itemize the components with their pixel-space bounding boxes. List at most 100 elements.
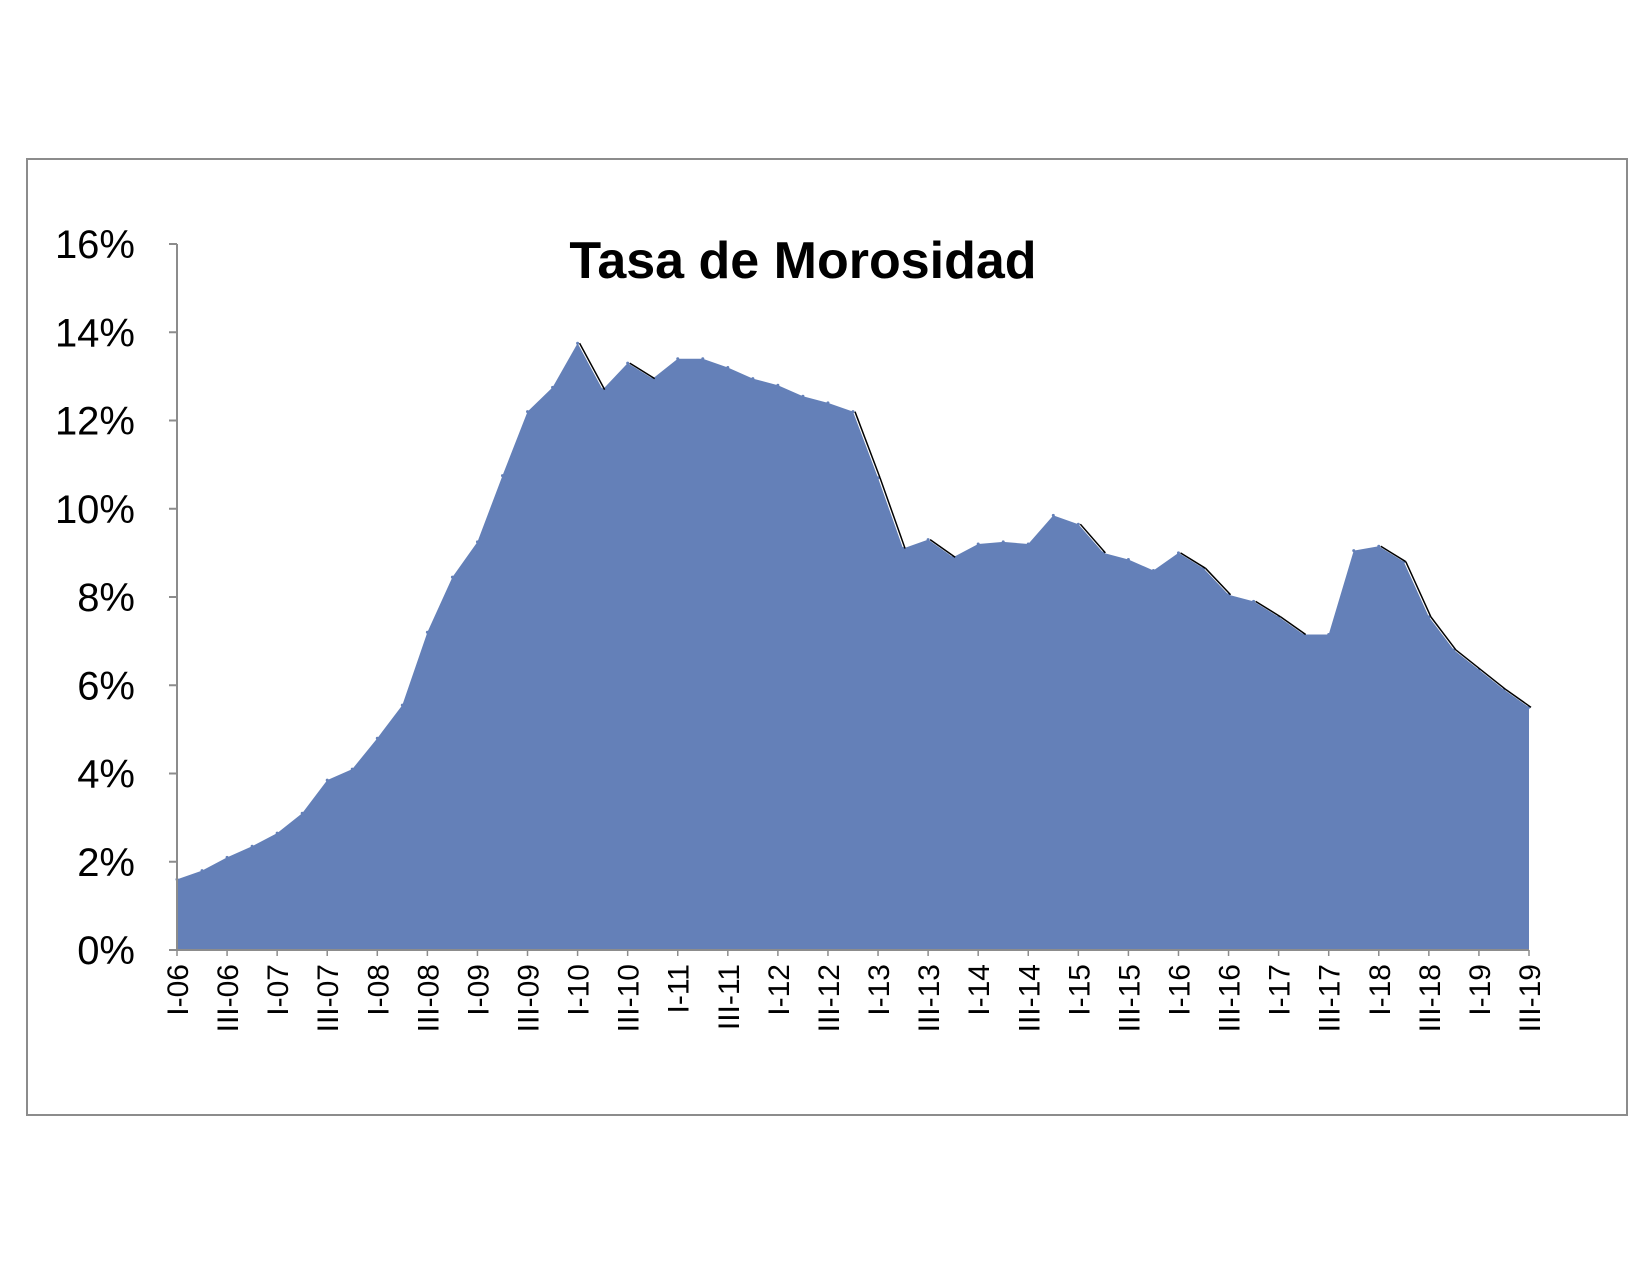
x-tick-label: III-13 — [913, 964, 946, 1032]
x-tick-label: III-11 — [713, 964, 746, 1030]
area-edge-segment — [1505, 689, 1532, 708]
y-tick-label: 14% — [55, 311, 135, 355]
area-edge-segment — [1380, 545, 1407, 563]
data-point-III-06 — [225, 855, 229, 859]
x-tick-label: I-12 — [763, 964, 796, 1016]
data-point-III-18 — [1427, 615, 1431, 619]
data-point-II-11 — [701, 357, 705, 361]
data-point-I-11 — [676, 357, 680, 361]
data-point-I-18 — [1377, 544, 1381, 548]
data-point-III-09 — [526, 410, 530, 414]
chart-frame: Tasa de Morosidad 0% 2% 4% 6% 8% 10% 12% 14% 16%… — [26, 158, 1628, 1116]
data-point-III-15 — [1126, 557, 1130, 561]
x-tick-label: III-17 — [1314, 964, 1347, 1032]
data-point-II-07 — [300, 811, 304, 815]
data-point-I-15 — [1076, 522, 1080, 526]
data-point-III-14 — [1026, 542, 1030, 546]
data-point-I-16 — [1176, 551, 1180, 555]
x-tick-label: I-19 — [1464, 964, 1497, 1016]
data-point-IV-14 — [1051, 513, 1055, 517]
data-point-I-09 — [475, 540, 479, 544]
x-tick-label: I-13 — [863, 964, 896, 1016]
y-tick-label: 12% — [55, 400, 135, 444]
area-edge-segment — [1204, 567, 1232, 596]
data-point-II-09 — [500, 474, 504, 478]
data-point-III-10 — [626, 361, 630, 365]
data-point-III-08 — [425, 630, 429, 634]
area-series-0 — [177, 343, 1529, 950]
data-point-II-13 — [901, 546, 905, 550]
x-tick-label: I-10 — [563, 964, 596, 1016]
data-point-II-12 — [801, 394, 805, 398]
x-tick-label: III-09 — [513, 964, 546, 1032]
data-point-IV-06 — [250, 844, 254, 848]
x-tick-label: III-12 — [813, 964, 846, 1032]
data-point-IV-07 — [350, 767, 354, 771]
x-tick-label: I-14 — [963, 964, 996, 1016]
data-point-I-14 — [976, 542, 980, 546]
x-tick-label: III-10 — [613, 964, 646, 1032]
data-point-IV-08 — [450, 575, 454, 579]
data-point-I-12 — [776, 383, 780, 387]
area-edge-segment — [1455, 649, 1482, 671]
x-tick-label: I-18 — [1364, 964, 1397, 1016]
area-edge-segment — [629, 362, 656, 380]
x-tick-label: I-17 — [1264, 964, 1297, 1016]
area-edge-segment — [578, 342, 606, 390]
area-edge-segment — [854, 411, 881, 479]
y-tick-label: 16% — [55, 223, 135, 267]
data-point-II-06 — [200, 869, 204, 873]
x-tick-label: I-11 — [663, 964, 696, 1013]
area-edge-segment — [1430, 616, 1457, 651]
data-point-IV-17 — [1352, 549, 1356, 553]
x-tick-label: I-07 — [262, 964, 295, 1016]
chart-title: Tasa de Morosidad — [569, 232, 1036, 290]
y-tick-label: 10% — [55, 488, 135, 532]
area-edge-segment — [879, 477, 906, 549]
area-edge-segment — [1255, 600, 1282, 618]
area-edge-segment — [1480, 669, 1507, 691]
data-point-I-13 — [876, 476, 880, 480]
x-tick-label: III-06 — [212, 964, 245, 1032]
axis-layer: 0% 2% 4% 6% 8% 10% 12% 14% 16% I-06 III-06 I-07 III-… — [55, 223, 1547, 1032]
data-point-IV-15 — [1151, 569, 1155, 573]
x-tick-label: III-08 — [412, 964, 445, 1032]
data-point-IV-09 — [551, 385, 555, 389]
area-edge-segment — [1180, 552, 1206, 569]
area-edge-segment — [1405, 561, 1432, 618]
y-tick-label: 4% — [77, 753, 135, 797]
data-point-I-07 — [275, 831, 279, 835]
x-tick-label: III-15 — [1113, 964, 1146, 1032]
x-tick-label: I-15 — [1063, 964, 1096, 1016]
y-tick-label: 0% — [77, 929, 135, 973]
data-point-II-14 — [1001, 540, 1005, 544]
y-tick-label: 2% — [77, 841, 135, 885]
data-point-III-13 — [926, 538, 930, 542]
data-point-I-10 — [576, 341, 580, 345]
x-tick-label: I-09 — [462, 964, 495, 1016]
area-edge-segment — [929, 539, 956, 558]
data-point-III-12 — [826, 401, 830, 405]
area-edge-segment — [1280, 616, 1307, 636]
data-point-II-08 — [400, 703, 404, 707]
x-tick-label: I-08 — [362, 964, 395, 1016]
area-layer — [175, 341, 1532, 950]
data-point-I-08 — [375, 736, 379, 740]
x-tick-label: III-18 — [1414, 964, 1447, 1032]
x-tick-label: III-14 — [1013, 964, 1046, 1032]
x-tick-label: I-16 — [1163, 964, 1196, 1016]
x-tick-label: I-06 — [162, 964, 195, 1016]
data-point-III-17 — [1327, 633, 1331, 637]
x-tick-label: III-16 — [1214, 964, 1247, 1032]
x-tick-label: III-07 — [312, 964, 345, 1032]
x-tick-label: III-19 — [1514, 964, 1547, 1032]
y-tick-label: 8% — [77, 576, 135, 620]
y-tick-label: 6% — [77, 664, 135, 708]
area-edge-segment — [1079, 523, 1106, 554]
data-point-III-11 — [726, 366, 730, 370]
data-point-III-07 — [325, 778, 329, 782]
chart-canvas: Tasa de Morosidad 0% 2% 4% 6% 8% 10% 12% 14% 16%… — [55, 223, 1547, 1032]
data-point-IV-11 — [751, 377, 755, 381]
data-point-IV-16 — [1252, 599, 1256, 603]
data-point-IV-12 — [851, 410, 855, 414]
